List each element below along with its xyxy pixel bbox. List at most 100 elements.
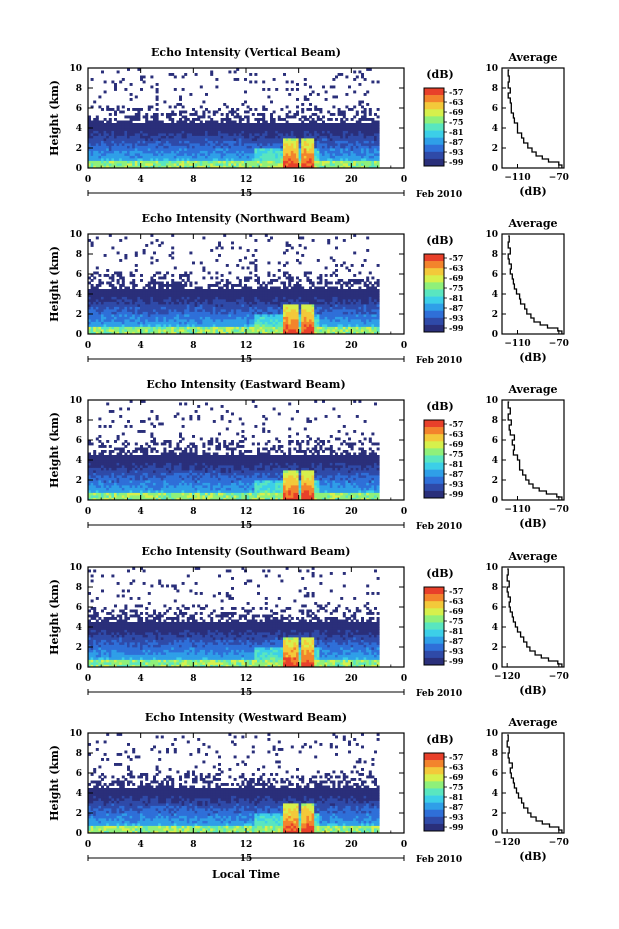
heatmap-cell <box>236 331 240 335</box>
heatmap-cell <box>303 326 307 330</box>
heatmap-cell <box>210 158 214 161</box>
heatmap-cell <box>342 294 346 297</box>
heatmap-cell <box>223 311 227 315</box>
heatmap-cell <box>153 319 156 322</box>
heatmap-cell <box>150 153 154 156</box>
heatmap-cell <box>348 125 351 129</box>
heatmap-cell <box>314 130 318 134</box>
heatmap-cell <box>181 88 185 91</box>
heatmap-cell <box>127 319 130 322</box>
heatmap-cell <box>366 158 370 161</box>
heatmap-cell <box>238 133 242 136</box>
heatmap-cell <box>155 311 159 315</box>
average-x-tick-label: −70 <box>549 173 569 183</box>
heatmap-cell <box>121 289 125 292</box>
heatmap-cell <box>228 153 232 156</box>
heatmap-cell <box>238 329 242 332</box>
heatmap-cell <box>285 271 289 275</box>
heatmap-cell <box>348 128 351 131</box>
heatmap-cell <box>202 329 206 332</box>
heatmap-cell <box>210 296 214 300</box>
heatmap-cell <box>368 286 372 290</box>
heatmap-cell <box>272 110 276 114</box>
heatmap-cell <box>358 130 362 134</box>
heatmap-cell <box>173 135 177 139</box>
heatmap-cell <box>355 113 359 116</box>
heatmap-cell <box>324 299 328 302</box>
heatmap-cell <box>176 284 180 287</box>
heatmap-cell <box>111 324 115 327</box>
heatmap-cell <box>202 314 206 317</box>
heatmap-cell <box>95 165 99 169</box>
heatmap-cell <box>101 155 104 159</box>
heatmap-cell <box>345 133 349 136</box>
heatmap-cell <box>134 165 138 169</box>
heatmap-cell <box>176 153 180 156</box>
heatmap-cell <box>212 309 216 312</box>
heatmap-cell <box>225 264 229 267</box>
heatmap-cell <box>348 324 351 327</box>
heatmap-cell <box>184 160 188 164</box>
heatmap-cell <box>259 286 263 290</box>
heatmap-cell <box>155 155 159 159</box>
heatmap-cell <box>129 329 133 332</box>
heatmap-cell <box>332 331 336 335</box>
heatmap-cell <box>257 306 260 310</box>
heatmap-cell <box>293 329 297 332</box>
heatmap-cell <box>327 128 331 131</box>
heatmap-cell <box>145 306 149 310</box>
heatmap-cell <box>238 138 242 141</box>
heatmap-cell <box>155 88 159 91</box>
heatmap-cell <box>103 130 107 134</box>
heatmap-cell <box>215 163 219 166</box>
heatmap-cell <box>176 324 180 327</box>
heatmap-cell <box>275 296 279 300</box>
heatmap-cell <box>103 289 107 292</box>
heatmap-cell <box>322 326 325 330</box>
heatmap-cell <box>90 296 94 300</box>
heatmap-cell <box>134 158 138 161</box>
heatmap-cell <box>257 125 260 129</box>
heatmap-cell <box>348 309 351 312</box>
heatmap-cell <box>116 324 120 327</box>
heatmap-cell <box>290 158 294 161</box>
heatmap-cell <box>197 304 201 307</box>
heatmap-cell <box>296 276 299 280</box>
heatmap-cell <box>293 309 297 312</box>
heatmap-cell <box>241 125 245 129</box>
heatmap-cell <box>179 143 182 146</box>
heatmap-cell <box>111 153 115 156</box>
heatmap-cell <box>335 304 338 307</box>
heatmap-cell <box>350 153 354 156</box>
heatmap-cell <box>301 286 305 290</box>
heatmap-cell <box>121 140 125 144</box>
heatmap-cell <box>285 326 289 330</box>
heatmap-cell <box>101 70 104 74</box>
heatmap-cell <box>176 145 180 149</box>
heatmap-cell <box>335 148 338 151</box>
heatmap-cell <box>189 125 193 129</box>
heatmap-cell <box>303 329 307 332</box>
heatmap-cell <box>309 319 312 322</box>
heatmap-cell <box>254 324 258 327</box>
heatmap-cell <box>93 163 97 166</box>
heatmap-cell <box>246 291 250 295</box>
heatmap-cell <box>275 143 279 146</box>
heatmap-cell <box>231 319 234 322</box>
heatmap-cell <box>160 319 164 322</box>
heatmap-cell <box>270 309 273 312</box>
heatmap-cell <box>236 264 240 267</box>
heatmap-cell <box>114 163 117 166</box>
heatmap-cell <box>350 128 354 131</box>
heatmap-cell <box>272 309 276 312</box>
heatmap-cell <box>205 120 208 124</box>
heatmap-cell <box>114 123 117 126</box>
heatmap-cell <box>140 291 143 295</box>
heatmap-cell <box>238 148 242 151</box>
heatmap-cell <box>371 286 375 290</box>
heatmap-cell <box>153 130 156 134</box>
heatmap-cell <box>251 321 255 325</box>
heatmap-cell <box>106 158 110 161</box>
heatmap-cell <box>355 150 359 154</box>
heatmap-cell <box>249 145 253 149</box>
